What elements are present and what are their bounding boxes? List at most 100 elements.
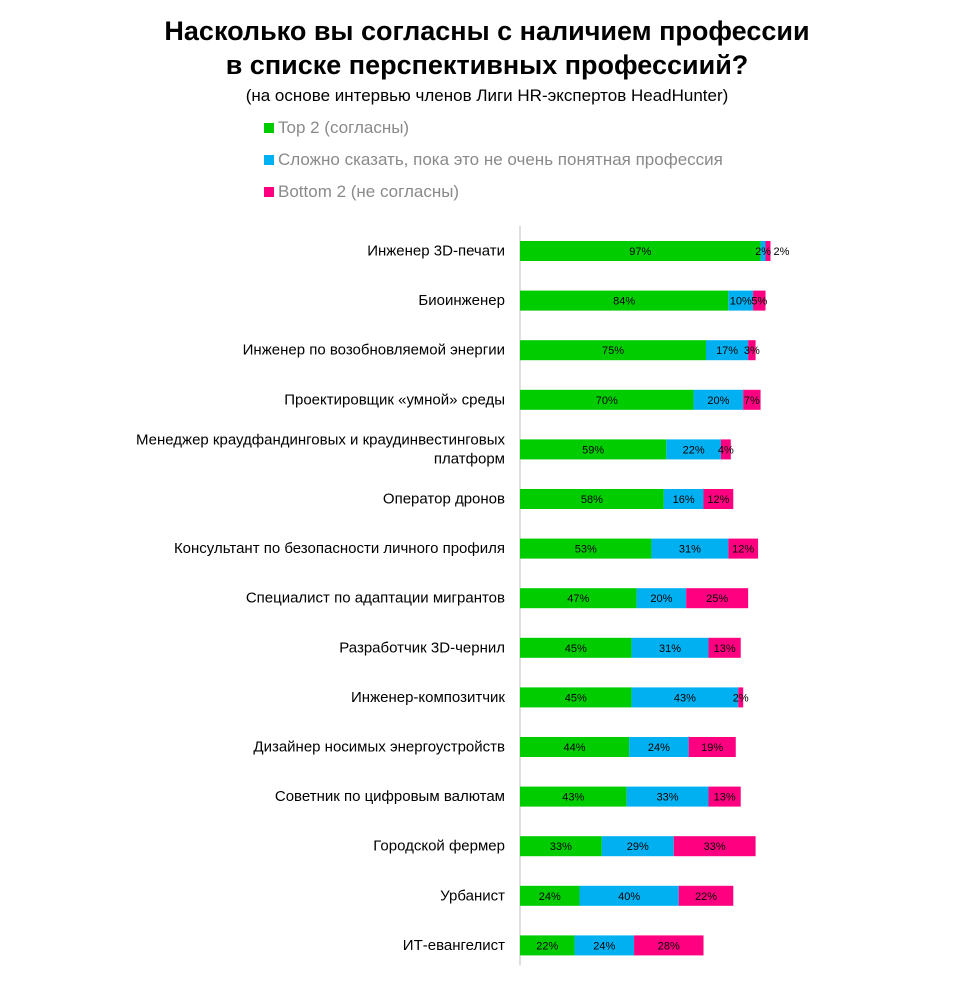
- legend-item-unsure: Сложно сказать, пока это не очень понятн…: [264, 144, 723, 176]
- bar-segment: [738, 687, 744, 708]
- bar-segment: [728, 290, 754, 311]
- category-label: Проектировщик «умной» среды: [284, 391, 505, 408]
- data-label: 75%: [602, 345, 624, 357]
- category-label: Менеджер краудфандинговых и краудинвести…: [136, 431, 506, 448]
- data-label: 5%: [751, 296, 767, 308]
- data-label: 7%: [744, 395, 760, 407]
- bar-segment: [520, 836, 602, 857]
- category-label: платформ: [434, 450, 505, 467]
- bar-segment: [520, 340, 706, 361]
- data-label: 20%: [650, 593, 672, 605]
- bar-segment: [520, 786, 627, 807]
- legend-label-unsure: Сложно сказать, пока это не очень понятн…: [278, 150, 723, 169]
- data-label: 12%: [707, 494, 729, 506]
- data-label: 33%: [550, 841, 572, 853]
- category-label: Городской фермер: [373, 838, 505, 855]
- data-label: 10%: [730, 296, 752, 308]
- bar-segment: [631, 687, 739, 708]
- bar-segment: [520, 935, 575, 956]
- data-label: 43%: [562, 792, 584, 804]
- data-label: 19%: [701, 742, 723, 754]
- data-label: 4%: [718, 444, 734, 456]
- bar-segment: [601, 836, 674, 857]
- bar-segment: [708, 637, 741, 658]
- data-label: 31%: [679, 544, 701, 556]
- data-label: 24%: [593, 940, 615, 952]
- bar-segment: [708, 786, 741, 807]
- bar-segment: [634, 935, 704, 956]
- data-label: 25%: [706, 593, 728, 605]
- data-label: 13%: [714, 792, 736, 804]
- legend-swatch-bottom2: [264, 187, 274, 197]
- category-label: Дизайнер носимых энергоустройств: [253, 739, 505, 756]
- legend-swatch-unsure: [264, 155, 274, 165]
- bar-segment: [765, 241, 771, 261]
- category-label: Инженер-композитчик: [351, 689, 505, 706]
- legend-item-bottom2: Bottom 2 (не согласны): [264, 176, 723, 208]
- bar-segment: [666, 439, 721, 460]
- chart-legend: Top 2 (согласны) Сложно сказать, пока эт…: [264, 112, 723, 208]
- data-label: 2%: [733, 692, 749, 704]
- bar-segment: [520, 439, 667, 460]
- data-label: 40%: [618, 891, 640, 903]
- bar-segment: [520, 290, 729, 311]
- bar-segment: [579, 885, 679, 906]
- bar-segment: [520, 588, 637, 609]
- data-label: 97%: [629, 246, 651, 258]
- bar-segment: [686, 588, 749, 609]
- data-label: 58%: [581, 494, 603, 506]
- data-label: 22%: [536, 940, 558, 952]
- bar-segment: [663, 489, 704, 509]
- category-label: Биоинженер: [418, 292, 505, 309]
- data-label: 22%: [683, 444, 705, 456]
- data-label: 24%: [539, 891, 561, 903]
- category-label: Инженер по возобновляемой энергии: [243, 342, 505, 359]
- data-label: 33%: [657, 792, 679, 804]
- legend-item-top2: Top 2 (согласны): [264, 112, 723, 144]
- category-label: Советник по цифровым валютам: [275, 788, 505, 805]
- category-label: Разработчик 3D-чернил: [339, 639, 505, 656]
- bar-segment: [743, 389, 761, 410]
- data-label: 44%: [564, 742, 586, 754]
- bar-segment: [520, 389, 694, 410]
- data-label: 2%: [755, 246, 771, 258]
- data-label: 59%: [582, 444, 604, 456]
- data-label: 13%: [714, 643, 736, 655]
- bar-segment: [520, 489, 664, 509]
- legend-swatch-top2: [264, 123, 274, 133]
- data-label: 29%: [627, 841, 649, 853]
- bar-segment: [629, 737, 689, 757]
- bar-segment: [520, 538, 652, 559]
- data-label: 47%: [567, 593, 589, 605]
- data-label: 31%: [659, 643, 681, 655]
- bar-segment: [651, 538, 729, 559]
- bar-segment: [631, 637, 709, 658]
- category-label: Инженер 3D-печати: [367, 243, 505, 260]
- bar-segment: [636, 588, 687, 609]
- data-label: 53%: [575, 544, 597, 556]
- data-label: 45%: [565, 643, 587, 655]
- data-label: 20%: [707, 395, 729, 407]
- bar-segment: [626, 786, 709, 807]
- bar-segment: [753, 290, 766, 311]
- bar-segment: [720, 439, 731, 460]
- bar-segment: [688, 737, 736, 757]
- data-label: 12%: [732, 544, 754, 556]
- bar-segment: [520, 885, 580, 906]
- bar-segment: [693, 389, 744, 410]
- bar-segment: [748, 340, 756, 361]
- bar-segment: [520, 241, 761, 261]
- bar-segment: [728, 538, 759, 559]
- bar-segment: [706, 340, 749, 361]
- data-label: 17%: [716, 345, 738, 357]
- data-label: 22%: [695, 891, 717, 903]
- bar-segment: [574, 935, 635, 956]
- chart-subtitle: (на основе интервью членов Лиги HR-экспе…: [245, 86, 729, 105]
- legend-label-top2: Top 2 (согласны): [278, 118, 410, 137]
- chart-title-line-2: в списке перспективных профессиий?: [225, 50, 749, 80]
- chart-title: Насколько вы согласны с наличием професс…: [0, 14, 974, 82]
- category-label: Специалист по адаптации мигрантов: [246, 590, 505, 607]
- data-label: 70%: [596, 395, 618, 407]
- category-label: ИТ-евангелист: [403, 937, 505, 954]
